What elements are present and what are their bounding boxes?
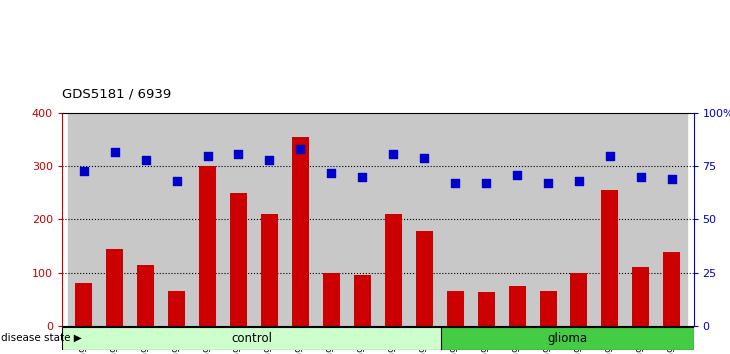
Bar: [316, 113, 347, 326]
Text: GDS5181 / 6939: GDS5181 / 6939: [62, 88, 172, 101]
Bar: [385, 214, 402, 326]
Text: disease state ▶: disease state ▶: [1, 333, 82, 343]
Bar: [323, 273, 340, 326]
Point: [388, 151, 399, 156]
Bar: [471, 113, 502, 326]
Bar: [99, 113, 130, 326]
Bar: [533, 113, 564, 326]
Bar: [254, 113, 285, 326]
Bar: [62, 327, 441, 350]
Bar: [664, 252, 680, 326]
Point: [326, 170, 337, 176]
Point: [233, 151, 245, 156]
Bar: [292, 137, 309, 326]
Point: [294, 147, 306, 152]
Bar: [354, 275, 371, 326]
Point: [511, 172, 523, 178]
Bar: [602, 190, 618, 326]
Bar: [564, 113, 594, 326]
Bar: [570, 273, 588, 326]
Bar: [68, 113, 99, 326]
Bar: [509, 286, 526, 326]
Point: [480, 181, 492, 186]
Point: [604, 153, 616, 159]
Point: [201, 153, 213, 159]
Point: [264, 157, 275, 163]
Bar: [130, 113, 161, 326]
Bar: [137, 265, 154, 326]
Point: [573, 178, 585, 184]
Bar: [347, 113, 378, 326]
Point: [666, 176, 677, 182]
Point: [635, 174, 647, 180]
Bar: [285, 113, 316, 326]
Point: [450, 181, 461, 186]
Bar: [161, 113, 192, 326]
Bar: [261, 214, 278, 326]
Text: control: control: [231, 332, 272, 345]
Point: [542, 181, 554, 186]
Bar: [192, 113, 223, 326]
Bar: [223, 113, 254, 326]
Bar: [439, 113, 471, 326]
Bar: [378, 113, 409, 326]
Bar: [447, 291, 464, 326]
Bar: [656, 113, 688, 326]
Point: [109, 149, 120, 154]
Bar: [626, 113, 656, 326]
Bar: [539, 291, 556, 326]
Bar: [477, 292, 495, 326]
Point: [418, 155, 430, 161]
Bar: [199, 166, 216, 326]
Bar: [594, 113, 626, 326]
Bar: [409, 113, 439, 326]
Bar: [168, 291, 185, 326]
Bar: [632, 267, 650, 326]
Point: [269, 286, 280, 292]
Text: glioma: glioma: [548, 332, 587, 345]
Bar: [230, 193, 247, 326]
Bar: [502, 113, 533, 326]
Bar: [441, 327, 694, 350]
Point: [139, 157, 151, 163]
Bar: [75, 283, 92, 326]
Point: [356, 174, 368, 180]
Point: [171, 178, 182, 184]
Point: [78, 168, 90, 173]
Bar: [415, 231, 433, 326]
Bar: [106, 249, 123, 326]
